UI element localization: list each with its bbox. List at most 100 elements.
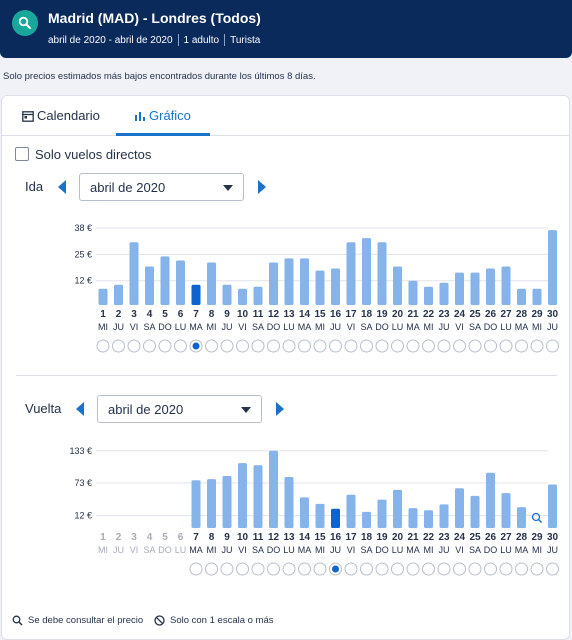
- price-bar[interactable]: [439, 504, 449, 528]
- select-day-radio[interactable]: [484, 339, 497, 353]
- select-day-radio[interactable]: [546, 339, 559, 353]
- select-day-radio[interactable]: [422, 339, 435, 353]
- select-day-radio[interactable]: [468, 339, 482, 353]
- select-day-radio[interactable]: [360, 562, 373, 576]
- direct-flights-checkbox[interactable]: [15, 147, 29, 161]
- consult-price-magnifier-icon[interactable]: [531, 512, 543, 524]
- price-bar[interactable]: [331, 508, 340, 528]
- price-bar[interactable]: [207, 262, 216, 305]
- price-bar[interactable]: [393, 489, 402, 528]
- select-day-radio[interactable]: [205, 562, 218, 576]
- select-day-radio[interactable]: [143, 339, 156, 353]
- price-bar[interactable]: [362, 511, 371, 528]
- next-month-return-arrow-icon[interactable]: [274, 401, 286, 417]
- price-bar[interactable]: [424, 286, 433, 305]
- price-bar[interactable]: [98, 288, 108, 305]
- select-day-radio[interactable]: [530, 562, 544, 576]
- price-bar[interactable]: [362, 238, 371, 305]
- price-bar[interactable]: [501, 266, 511, 305]
- price-bar[interactable]: [253, 465, 263, 528]
- select-day-radio[interactable]: [406, 339, 420, 353]
- price-bar[interactable]: [346, 494, 356, 528]
- direct-flights-label[interactable]: Solo vuelos directos: [35, 147, 152, 162]
- select-day-radio[interactable]: [158, 339, 172, 353]
- price-bar[interactable]: [393, 266, 402, 305]
- select-day-radio[interactable]: [127, 339, 141, 353]
- price-bar[interactable]: [548, 484, 557, 528]
- price-bar[interactable]: [222, 284, 232, 305]
- select-day-radio[interactable]: [391, 562, 404, 576]
- price-bar[interactable]: [408, 508, 418, 528]
- price-bar[interactable]: [145, 266, 154, 305]
- price-bar[interactable]: [439, 282, 449, 305]
- select-day-radio[interactable]: [530, 339, 544, 353]
- select-day-radio[interactable]: [282, 562, 296, 576]
- price-bar[interactable]: [176, 260, 185, 305]
- select-day-radio[interactable]: [499, 339, 513, 353]
- price-bar[interactable]: [331, 268, 340, 305]
- select-day-radio[interactable]: [298, 562, 311, 576]
- select-day-radio[interactable]: [298, 339, 311, 353]
- select-day-radio[interactable]: [189, 562, 203, 576]
- price-bar[interactable]: [486, 268, 495, 305]
- select-day-radio[interactable]: [453, 562, 466, 576]
- select-day-radio[interactable]: [251, 562, 265, 576]
- select-day-radio[interactable]: [422, 562, 435, 576]
- select-day-radio[interactable]: [205, 339, 218, 353]
- price-bar[interactable]: [222, 475, 232, 528]
- search-summary-header[interactable]: Madrid (MAD) - Londres (Todos) abril de …: [0, 0, 572, 58]
- price-bar[interactable]: [470, 272, 480, 305]
- select-day-radio[interactable]: [220, 339, 234, 353]
- price-bar[interactable]: [160, 256, 170, 305]
- price-bar[interactable]: [315, 270, 325, 305]
- price-bar[interactable]: [284, 477, 294, 528]
- price-bar[interactable]: [191, 480, 201, 528]
- prev-month-outbound-arrow-icon[interactable]: [56, 179, 68, 195]
- select-day-radio[interactable]: [112, 339, 125, 353]
- price-bar[interactable]: [517, 507, 526, 528]
- price-bar[interactable]: [548, 230, 557, 305]
- select-day-radio[interactable]: [251, 339, 265, 353]
- select-day-radio[interactable]: [546, 562, 559, 576]
- select-day-radio[interactable]: [499, 562, 513, 576]
- select-day-radio[interactable]: [236, 339, 249, 353]
- price-bar[interactable]: [408, 280, 418, 305]
- price-bar[interactable]: [455, 488, 464, 528]
- price-bar[interactable]: [377, 499, 387, 528]
- select-day-radio[interactable]: [360, 339, 373, 353]
- select-day-radio[interactable]: [391, 339, 404, 353]
- select-day-radio[interactable]: [267, 339, 280, 353]
- select-day-radio[interactable]: [313, 339, 327, 353]
- select-day-radio[interactable]: [96, 339, 110, 353]
- select-day-radio[interactable]: [267, 562, 280, 576]
- price-bar[interactable]: [377, 242, 387, 305]
- select-day-radio[interactable]: [437, 562, 451, 576]
- tab-grafico[interactable]: Gráfico: [134, 108, 191, 123]
- select-day-radio[interactable]: [375, 339, 389, 353]
- price-bar[interactable]: [501, 493, 511, 528]
- price-bar[interactable]: [315, 503, 325, 528]
- select-day-radio[interactable]: [344, 562, 358, 576]
- select-day-radio[interactable]: [453, 339, 466, 353]
- price-bar[interactable]: [455, 272, 464, 305]
- price-bar[interactable]: [238, 288, 247, 305]
- price-bar[interactable]: [129, 242, 139, 305]
- select-day-radio[interactable]: [515, 339, 528, 353]
- price-bar[interactable]: [114, 284, 123, 305]
- select-day-radio[interactable]: [329, 339, 342, 353]
- tab-calendario[interactable]: Calendario: [22, 108, 100, 123]
- select-day-radio[interactable]: [344, 339, 358, 353]
- price-bar[interactable]: [486, 472, 495, 528]
- price-bar[interactable]: [517, 288, 526, 305]
- price-bar[interactable]: [300, 497, 309, 528]
- select-day-radio[interactable]: [313, 562, 327, 576]
- price-bar[interactable]: [191, 284, 201, 305]
- outbound-month-select[interactable]: abril de 2020: [79, 173, 244, 201]
- price-bar[interactable]: [532, 288, 542, 305]
- select-day-radio[interactable]: [484, 562, 497, 576]
- price-bar[interactable]: [300, 258, 309, 305]
- next-month-outbound-arrow-icon[interactable]: [256, 179, 268, 195]
- select-day-radio[interactable]: [236, 562, 249, 576]
- price-bar[interactable]: [424, 510, 433, 528]
- select-day-radio[interactable]: [515, 562, 528, 576]
